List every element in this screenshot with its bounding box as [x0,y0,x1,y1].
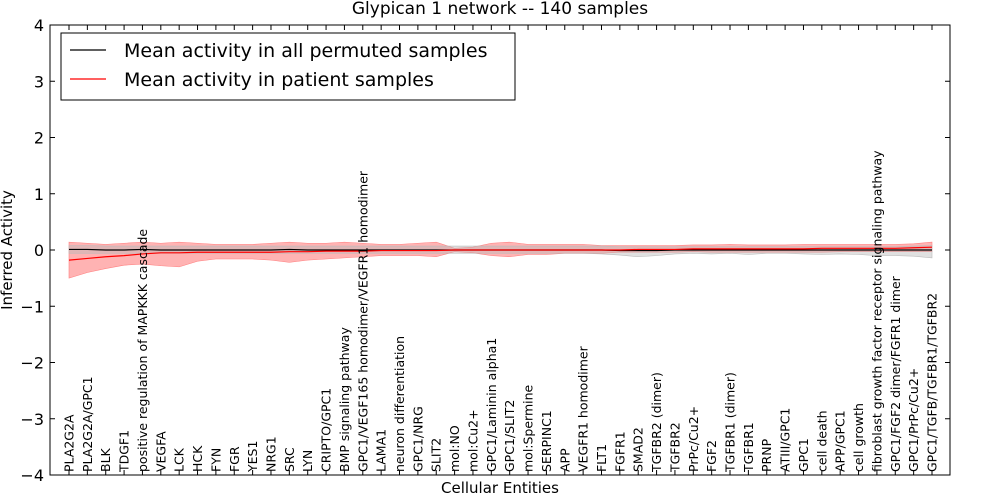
x-tick-label: PrPc/Cu2+ [686,406,701,472]
x-tick-label: TGFBR2 (dimer) [649,372,664,473]
x-tick-label: PRNP [759,438,774,472]
legend-box [60,32,516,101]
x-tick-label: PLA2G2A/GPC1 [80,376,95,472]
y-axis-label: Inferred Activity [0,190,16,310]
x-tick-label: FGFR1 [612,431,627,472]
y-tick-label: −3 [20,410,44,429]
x-tick-label: BLK [98,447,113,472]
x-tick-label: mol:NO [447,425,462,472]
x-tick-label: VEGFA [153,431,168,472]
x-tick-label: FLT1 [594,444,609,472]
y-tick-label: 4 [34,16,44,35]
y-tick-label: 0 [34,241,44,260]
x-tick-label: NRG1 [263,436,278,472]
x-axis-label: Cellular Entities [441,479,559,497]
legend-label-permuted: Mean activity in all permuted samples [124,40,487,62]
x-tick-label: APP/GPC1 [833,410,848,472]
x-tick-label: cell death [814,410,829,472]
legend: Mean activity in all permuted samples Me… [60,32,516,101]
x-tick-label: FYN [208,448,223,472]
y-tick-label: −4 [20,466,44,485]
y-tick-label: −2 [20,354,44,373]
series-line-patient [68,246,933,261]
chart-title: Glypican 1 network -- 140 samples [352,0,648,19]
confidence-bands [68,241,933,279]
x-tick-label: GPC1/TGFB/TGFBR1/TGFBR2 [925,293,940,472]
y-tick-label: 3 [34,72,44,91]
x-axis: PLA2G2A PLA2G2A/GPC1 BLK TDGF1 positive regu… [62,25,940,475]
x-tick-label: APP [557,448,572,472]
x-tick-label: CRIPTO/GPC1 [319,388,334,472]
x-tick-label: fibroblast growth factor receptor signal… [869,150,884,472]
x-tick-label: SMAD2 [631,427,646,472]
x-tick-label: SLIT2 [429,438,444,472]
x-tick-label: SERPINC1 [539,410,554,472]
y-tick-label: −1 [20,297,44,316]
x-tick-label: GPC1/Laminin alpha1 [484,338,499,472]
x-tick-label: GPC1/SLIT2 [502,400,517,472]
x-tick-label: cell growth [851,403,866,472]
x-tick-label: LYN [300,450,315,472]
x-tick-label: GPC1 [796,438,811,472]
x-tick-label: HCK [190,445,205,472]
x-tick-label: mol:Cu2+ [465,409,480,472]
x-tick-label: FGF2 [704,440,719,472]
y-axis: −4 −3 −2 −1 0 1 2 3 4 [20,16,950,485]
x-tick-label: GPC1/PrPc/Cu2+ [906,368,921,472]
x-tick-label: SRC [282,447,297,472]
x-tick-label: VEGFR1 homodimer [576,345,591,472]
x-tick-label: LAMA1 [374,429,389,472]
x-tick-label: FGR [227,446,242,472]
x-tick-label: TGFBR1 [741,422,756,473]
x-tick-label: TDGF1 [117,430,132,473]
series-lines [68,246,933,261]
x-tick-label: LCK [172,447,187,472]
x-tick-label: GPC1/FGF2 dimer/FGFR1 dimer [888,275,903,472]
x-tick-label: ATIII/GPC1 [778,408,793,472]
x-tick-label: positive regulation of MAPKKK cascade [135,229,150,472]
x-tick-label: TGFBR2 [667,422,682,473]
x-tick-label: GPC1/VEGF165 homodimer/VEGFR1 homodimer [355,170,370,472]
y-tick-label: 1 [34,185,44,204]
y-tick-label: 2 [34,129,44,148]
x-tick-label: mol:Spermine [521,384,536,472]
x-tick-label: GPC1/NRG [410,406,425,472]
x-tick-label: YES1 [245,441,260,473]
x-tick-label: BMP signaling pathway [337,327,352,472]
x-tick-label: neuron differentiation [392,336,407,472]
x-tick-label: TGFBR1 (dimer) [723,372,738,473]
legend-label-patient: Mean activity in patient samples [124,69,434,91]
x-tick-label: PLA2G2A [62,414,77,472]
